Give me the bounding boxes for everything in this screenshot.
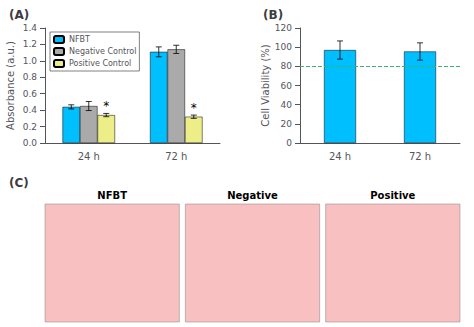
svg-text:72 h: 72 h bbox=[409, 151, 431, 162]
svg-text:(A): (A) bbox=[9, 8, 29, 22]
svg-text:20: 20 bbox=[281, 119, 293, 129]
svg-text:(C): (C) bbox=[9, 176, 29, 190]
svg-text:0: 0 bbox=[286, 138, 292, 148]
svg-text:*: * bbox=[191, 101, 197, 115]
svg-text:24 h: 24 h bbox=[78, 151, 100, 162]
svg-text:NFBT: NFBT bbox=[69, 35, 90, 44]
svg-text:40: 40 bbox=[281, 100, 293, 110]
svg-text:Negative: Negative bbox=[227, 190, 278, 201]
svg-text:60: 60 bbox=[281, 81, 293, 91]
svg-text:*: * bbox=[103, 99, 109, 113]
svg-text:80: 80 bbox=[281, 61, 293, 71]
svg-text:Positive Control: Positive Control bbox=[69, 59, 131, 68]
svg-text:72 h: 72 h bbox=[165, 151, 187, 162]
svg-text:0.4: 0.4 bbox=[23, 105, 38, 115]
svg-text:Negative Control: Negative Control bbox=[69, 47, 136, 56]
svg-text:NFBT: NFBT bbox=[97, 190, 127, 201]
svg-text:(B): (B) bbox=[263, 8, 283, 22]
svg-text:0.6: 0.6 bbox=[23, 89, 38, 99]
svg-text:24 h: 24 h bbox=[329, 151, 351, 162]
svg-text:0.0: 0.0 bbox=[23, 138, 38, 148]
svg-text:1.4: 1.4 bbox=[23, 23, 38, 33]
svg-text:120: 120 bbox=[275, 23, 292, 33]
svg-text:0.2: 0.2 bbox=[23, 122, 37, 132]
svg-text:0.8: 0.8 bbox=[23, 72, 38, 82]
svg-text:Cell Viability (%): Cell Viability (%) bbox=[260, 44, 271, 127]
svg-text:100: 100 bbox=[275, 42, 292, 52]
svg-text:1.0: 1.0 bbox=[23, 56, 38, 66]
svg-text:Absorbance (a.u.): Absorbance (a.u.) bbox=[5, 41, 16, 130]
svg-text:1.2: 1.2 bbox=[23, 39, 37, 49]
svg-text:Positive: Positive bbox=[370, 190, 415, 201]
